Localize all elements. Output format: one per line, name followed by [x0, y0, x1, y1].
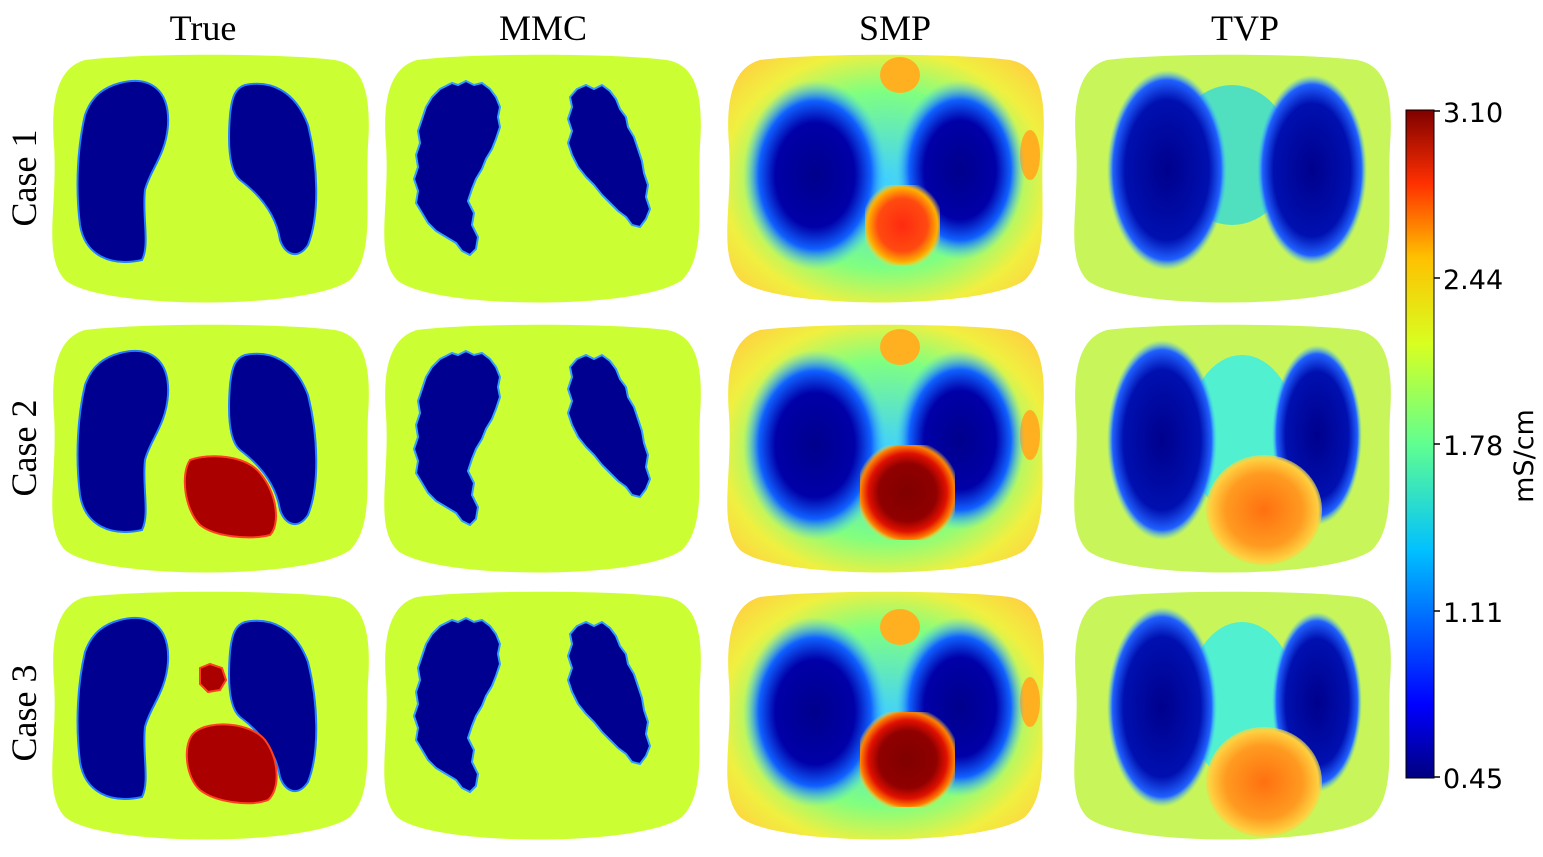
colorbar-tick-1-78: 1.78	[1443, 431, 1503, 462]
row-title-case2: Case 2	[4, 400, 44, 497]
panel-mmc-case1	[384, 54, 701, 303]
panel-tvp-case1	[1074, 54, 1391, 303]
colorbar-unit-label: mS/cm	[1509, 409, 1540, 503]
row-title-case1: Case 1	[4, 130, 44, 227]
panel-true-case2	[52, 324, 369, 573]
panel-true-case1	[52, 54, 369, 303]
panel-mmc-case2	[384, 324, 701, 573]
colorbar-tick-0-45: 0.45	[1443, 764, 1503, 795]
colorbar-ticks	[1434, 110, 1440, 778]
column-title-mmc: MMC	[499, 8, 587, 48]
column-title-tvp: TVP	[1211, 8, 1279, 48]
colorbar: 3.10 2.44 1.78 1.11 0.45 mS/cm	[1405, 98, 1540, 795]
colorbar-gradient	[1405, 109, 1435, 779]
colorbar-tick-2-44: 2.44	[1443, 265, 1503, 296]
panel-smp-case1	[727, 54, 1044, 303]
panel-true-case3	[52, 591, 369, 840]
panel-smp-case3	[727, 591, 1044, 840]
panel-smp-case2	[727, 324, 1044, 573]
panel-tvp-case3	[1074, 591, 1391, 840]
panel-tvp-case2	[1074, 324, 1391, 573]
column-title-true: True	[170, 8, 237, 48]
colorbar-tick-1-11: 1.11	[1443, 598, 1503, 629]
panel-mmc-case3	[384, 591, 701, 840]
column-title-smp: SMP	[859, 8, 931, 48]
row-title-case3: Case 3	[4, 665, 44, 762]
colorbar-tick-3-10: 3.10	[1443, 98, 1503, 129]
